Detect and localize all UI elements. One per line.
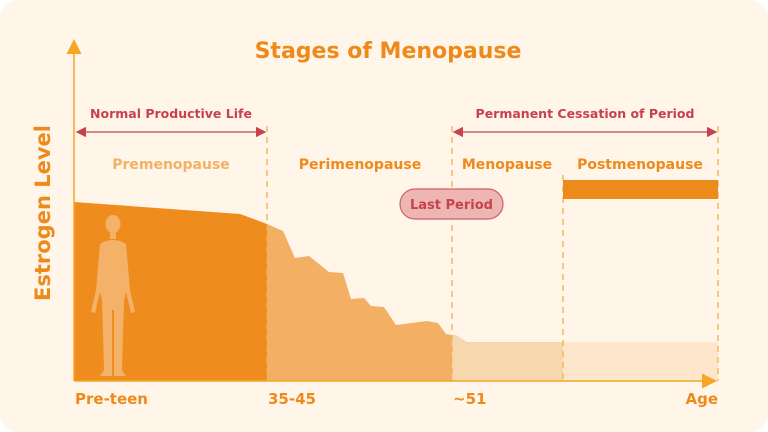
stage-label-postmenopause: Postmenopause bbox=[577, 157, 703, 173]
y-axis-label: Estrogen Level bbox=[31, 125, 55, 301]
stage-dividers bbox=[266, 126, 719, 381]
stage-label-premenopause: Premenopause bbox=[112, 157, 230, 173]
x-tick-pre-teen: Pre-teen bbox=[75, 390, 148, 408]
x-tick-age: Age bbox=[685, 390, 718, 408]
range-label-permanent-cessation: Permanent Cessation of Period bbox=[476, 106, 695, 121]
chart-title: Stages of Menopause bbox=[255, 39, 522, 64]
human-silhouette-icon bbox=[91, 215, 135, 376]
last-period-badge: Last Period bbox=[399, 188, 504, 220]
stage-label-menopause: Menopause bbox=[462, 157, 552, 173]
stage-label-perimenopause: Perimenopause bbox=[299, 157, 421, 173]
last-period-label: Last Period bbox=[410, 198, 493, 213]
perimenopause-area bbox=[267, 224, 452, 381]
range-label-normal-productive-life: Normal Productive Life bbox=[90, 106, 252, 121]
postmenopause-bar bbox=[563, 180, 718, 199]
menopause-area bbox=[452, 335, 563, 381]
x-tick-51: ~51 bbox=[453, 390, 486, 408]
postmenopause-area bbox=[563, 342, 718, 381]
x-tick-35-45: 35-45 bbox=[268, 390, 316, 408]
